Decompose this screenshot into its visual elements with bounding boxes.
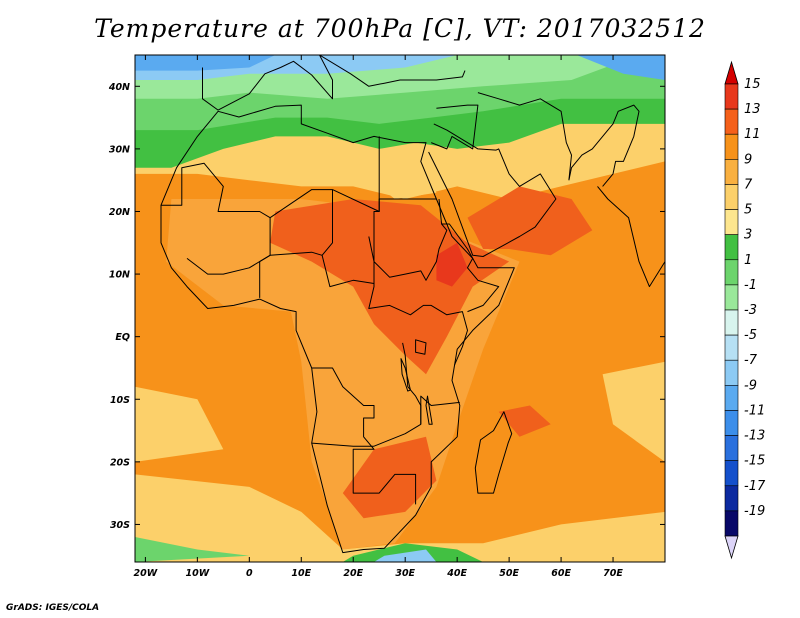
lon-tick-label: 20W	[134, 568, 158, 579]
colorbar-swatch	[724, 234, 739, 261]
temp-band-hot-arabia	[467, 186, 593, 256]
colorbar-swatch	[724, 209, 739, 235]
colorbar-swatch	[724, 184, 739, 210]
colorbar: 15 13 11 9 7 5 3 1 -1 -3 -5 -7 -9 -11 -13 -15 -17 -19	[724, 60, 766, 560]
temp-band-mild-south	[135, 474, 665, 562]
colorbar-swatch	[724, 435, 739, 461]
lon-tick-label: 50E	[499, 568, 519, 579]
colorbar-bottom-arrow	[724, 535, 739, 560]
country-borders	[160, 55, 665, 554]
lat-tick-label: 20S	[110, 457, 130, 468]
africa-coastline	[160, 104, 515, 554]
colorbar-label: -3	[744, 303, 757, 318]
map-title: Temperature at 700hPa [C], VT: 201703251…	[94, 14, 706, 43]
colorbar-swatch	[724, 410, 739, 436]
colorbar-top-arrow	[724, 60, 739, 85]
border-pakistan	[568, 104, 640, 187]
colorbar-label: 13	[744, 102, 761, 117]
lat-tick-label: 30N	[109, 144, 130, 155]
colorbar-swatch	[724, 259, 739, 286]
temp-band-hottest-ethiopia	[436, 242, 468, 287]
colorbar-label: 5	[744, 203, 752, 218]
colorbar-label: 1	[744, 253, 752, 268]
lon-tick-label: 30E	[395, 568, 415, 579]
colorbar-label: -9	[744, 378, 757, 393]
colorbar-label: -13	[744, 429, 765, 444]
border-sahara-2	[368, 136, 468, 365]
lake-tanganyika	[400, 358, 411, 392]
temp-band-hot-sahel	[270, 199, 510, 375]
colorbar-swatch	[724, 485, 739, 512]
temp-band-hot-indian-ocean	[498, 405, 551, 437]
lon-tick-label: 20E	[343, 568, 363, 579]
temp-band-blue-south	[374, 549, 437, 562]
temp-band-green-south	[135, 537, 250, 562]
border-horn	[438, 198, 500, 313]
colorbar-label: 15	[744, 77, 761, 92]
colorbar-swatch	[724, 385, 739, 411]
colorbar-label: -5	[744, 328, 757, 343]
lake-victoria	[415, 339, 427, 355]
longitude-axis: 20W 10W 0 10E 20E 30E 40E 50E 60E 70E	[134, 55, 623, 579]
europe-coastline	[202, 55, 466, 111]
colorbar-swatch	[724, 460, 739, 487]
colorbar-swatch	[724, 133, 739, 160]
temperature-field	[135, 55, 665, 562]
map-frame	[134, 54, 666, 563]
lat-tick-label: 20N	[109, 207, 130, 218]
colorbar-label: 9	[744, 152, 752, 167]
temp-band-mild-egypt	[363, 167, 437, 199]
india-coastline	[597, 186, 665, 288]
lat-tick-label: 10S	[110, 395, 130, 406]
temp-band-hot-south	[342, 436, 437, 519]
arabia-coastline	[428, 123, 557, 257]
temp-band-mild-west-ocean	[135, 386, 224, 462]
madagascar	[474, 411, 513, 494]
border-west	[186, 251, 323, 275]
temp-band-deep-blue-nw	[135, 55, 276, 71]
lat-tick-label: 30S	[110, 520, 130, 531]
colorbar-label: -7	[744, 353, 758, 368]
colorbar-label: -11	[744, 403, 765, 418]
lake-malawi	[425, 395, 433, 425]
temp-band-blue-ne	[576, 55, 665, 80]
lon-tick-label: 10W	[186, 568, 210, 579]
lon-tick-label: 0	[246, 568, 253, 579]
colorbar-label: 7	[744, 177, 753, 192]
colorbar-label: -15	[744, 454, 765, 469]
temp-band-mild-east-ocean	[602, 361, 665, 462]
colorbar-label: 3	[744, 228, 752, 243]
border-south-2	[311, 395, 460, 447]
border-sahel	[259, 217, 271, 298]
colorbar-label: -1	[744, 278, 757, 293]
border-east	[402, 342, 422, 425]
colorbar-swatch	[724, 108, 739, 135]
lat-tick-label: EQ	[115, 332, 130, 343]
colorbar-swatch	[724, 510, 739, 537]
border-iran	[477, 92, 572, 181]
colorbar-label: 11	[744, 127, 761, 142]
colorbar-swatch	[724, 334, 739, 361]
colorbar-swatch	[724, 284, 739, 311]
colorbar-swatch	[724, 159, 739, 185]
lon-tick-label: 70E	[603, 568, 623, 579]
lat-tick-label: 10N	[109, 270, 130, 281]
lon-tick-label: 40E	[446, 568, 467, 579]
colorbar-swatch	[724, 309, 739, 336]
border-sudan	[368, 223, 448, 281]
colorbar-label: -19	[744, 504, 765, 519]
border-central	[321, 189, 375, 288]
colorbar-label: -17	[744, 479, 766, 494]
latitude-axis: 40N 30N 20N 10N EQ 10S 20S 30S	[108, 82, 665, 531]
grads-credit: GrADS: IGES/COLA	[6, 603, 100, 613]
colorbar-swatch	[724, 83, 739, 110]
lon-tick-label: 10E	[291, 568, 311, 579]
lon-tick-label: 60E	[551, 568, 571, 579]
border-mideast	[431, 104, 479, 150]
colorbar-swatch	[724, 359, 739, 386]
border-south-1	[311, 367, 417, 505]
lat-tick-label: 40N	[108, 82, 130, 93]
